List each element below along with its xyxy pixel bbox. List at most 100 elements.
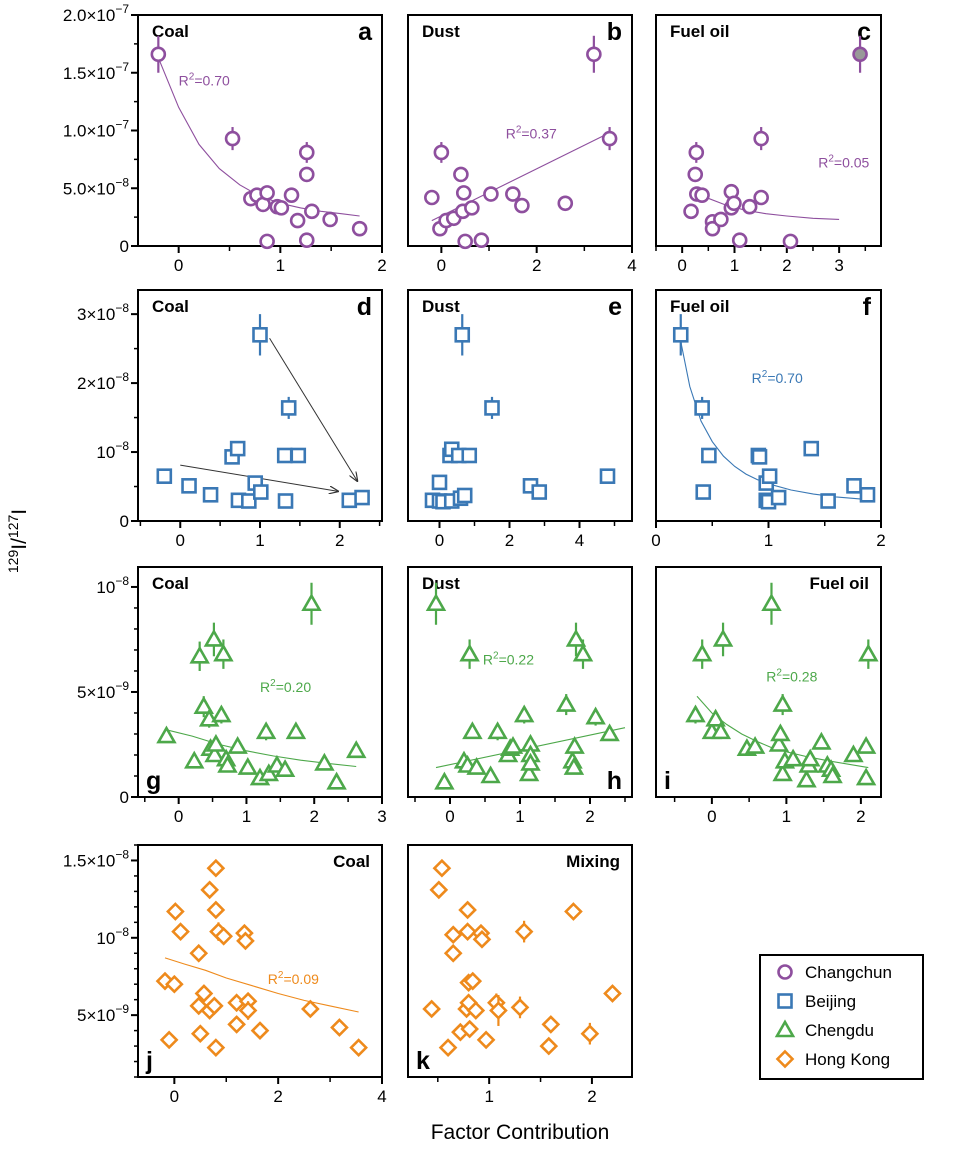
data-point — [859, 486, 876, 503]
data-point — [458, 900, 477, 920]
data-point — [227, 1015, 246, 1034]
data-point — [502, 735, 524, 754]
r2-label: R2=0.22 — [483, 651, 534, 668]
data-point — [237, 756, 259, 775]
panel-a: 0 1 2 0 5.0×10−8 1.0×10−7 1.5×10−7 2.0×10−7 Coal… — [63, 2, 387, 275]
data-point — [687, 166, 704, 183]
y-axis-title-base2: I — [8, 509, 31, 515]
data-point — [726, 195, 742, 212]
data-point — [443, 943, 463, 963]
data-point — [202, 486, 219, 503]
data-point — [277, 493, 294, 509]
data-point — [712, 628, 734, 647]
data-point — [298, 166, 315, 183]
data-points — [685, 582, 879, 788]
data-point — [159, 1030, 179, 1050]
svg-text:129I/127I: 129I/127I — [5, 509, 31, 573]
data-point — [683, 203, 699, 220]
data-point — [770, 489, 787, 506]
panel-d: 0 1 2 0 10−8 2×10−8 3×10−8 Coal d — [77, 289, 383, 550]
x-tick-label: 1 — [255, 531, 264, 550]
y-tick-label: 10−8 — [96, 439, 129, 462]
data-point — [341, 492, 358, 509]
data-point — [761, 468, 778, 484]
data-points — [672, 314, 876, 510]
data-point — [541, 1015, 561, 1034]
r2-label: R2=0.37 — [506, 125, 557, 142]
y-tick-label: 5×10−9 — [77, 679, 129, 702]
data-point — [301, 999, 320, 1019]
data-point — [156, 468, 173, 484]
data-point — [513, 704, 535, 723]
data-point — [731, 232, 748, 249]
legend-item: Changchun — [777, 963, 892, 982]
x-tick-label: 1 — [764, 531, 773, 550]
data-point — [206, 900, 226, 920]
panel-h: 0 1 2 Dust h R2=0.22 — [407, 566, 633, 826]
data-point — [314, 752, 335, 771]
data-point — [603, 984, 622, 1003]
r2-label: R2=0.70 — [179, 71, 230, 88]
y-tick-label: 0 — [120, 512, 129, 531]
data-point — [483, 186, 499, 202]
fit-line — [702, 195, 840, 220]
panels: 0 1 2 0 5.0×10−8 1.0×10−7 1.5×10−7 2.0×10−7 Coal… — [63, 2, 886, 1106]
x-tick-label: 0 — [174, 256, 183, 275]
r2-label: R2=0.70 — [752, 369, 803, 386]
x-tick-label: 1 — [484, 1087, 493, 1106]
data-point — [531, 484, 548, 500]
data-point — [514, 922, 534, 941]
y-tick-label: 1.5×10−7 — [63, 60, 129, 83]
panel-letter: g — [146, 767, 161, 795]
data-points — [155, 858, 368, 1057]
data-point — [227, 735, 248, 754]
data-point — [189, 943, 209, 963]
data-points — [424, 35, 618, 250]
data-point — [206, 1038, 226, 1057]
data-point — [466, 1001, 486, 1020]
data-point — [796, 769, 817, 788]
data-point — [457, 233, 473, 250]
data-points — [424, 314, 616, 510]
panel-letter: a — [358, 18, 373, 46]
data-point — [555, 693, 577, 712]
data-point — [150, 46, 167, 63]
panel-b: 0 2 4 Dust b R2=0.37 — [407, 14, 637, 275]
data-point — [252, 484, 269, 500]
x-tick-label: 2 — [377, 256, 386, 275]
data-point — [346, 740, 367, 759]
data-point — [846, 478, 862, 494]
data-point — [751, 449, 768, 465]
data-point — [843, 744, 864, 763]
panel-e: 0 2 4 Dust e — [407, 289, 633, 550]
data-point — [772, 693, 793, 712]
x-tick-label: 0 — [437, 256, 446, 275]
data-point — [580, 1024, 600, 1044]
data-point — [461, 447, 478, 464]
legend-marker-diamond-icon — [775, 1049, 795, 1069]
x-tick-label: 2 — [532, 256, 541, 275]
data-point — [713, 211, 729, 228]
r2-label: R2=0.28 — [766, 667, 817, 684]
y-axis-title-base1: I/ — [8, 538, 31, 550]
data-point — [472, 930, 492, 949]
data-points — [422, 858, 622, 1057]
x-tick-label: 3 — [834, 256, 843, 275]
data-point — [453, 166, 469, 183]
data-point — [601, 130, 618, 147]
data-point — [586, 46, 602, 63]
y-axis-title-sup2: 127 — [5, 515, 21, 539]
x-tick-label: 0 — [435, 531, 444, 550]
panel-letter: d — [357, 293, 372, 321]
data-point — [214, 926, 233, 946]
panel-frame — [137, 566, 383, 798]
panel-title: Coal — [152, 22, 189, 41]
data-point — [811, 731, 832, 750]
panel-title: Dust — [422, 574, 460, 593]
panel-g: 0 1 2 3 0 5×10−9 10−8 Coal g R2=0.20 — [77, 566, 387, 826]
panel-letter: i — [664, 767, 671, 795]
panel-f: 0 1 2 Fuel oil f R2=0.70 — [651, 289, 886, 550]
data-point — [464, 200, 480, 216]
data-point — [585, 706, 606, 725]
data-point — [858, 643, 879, 662]
